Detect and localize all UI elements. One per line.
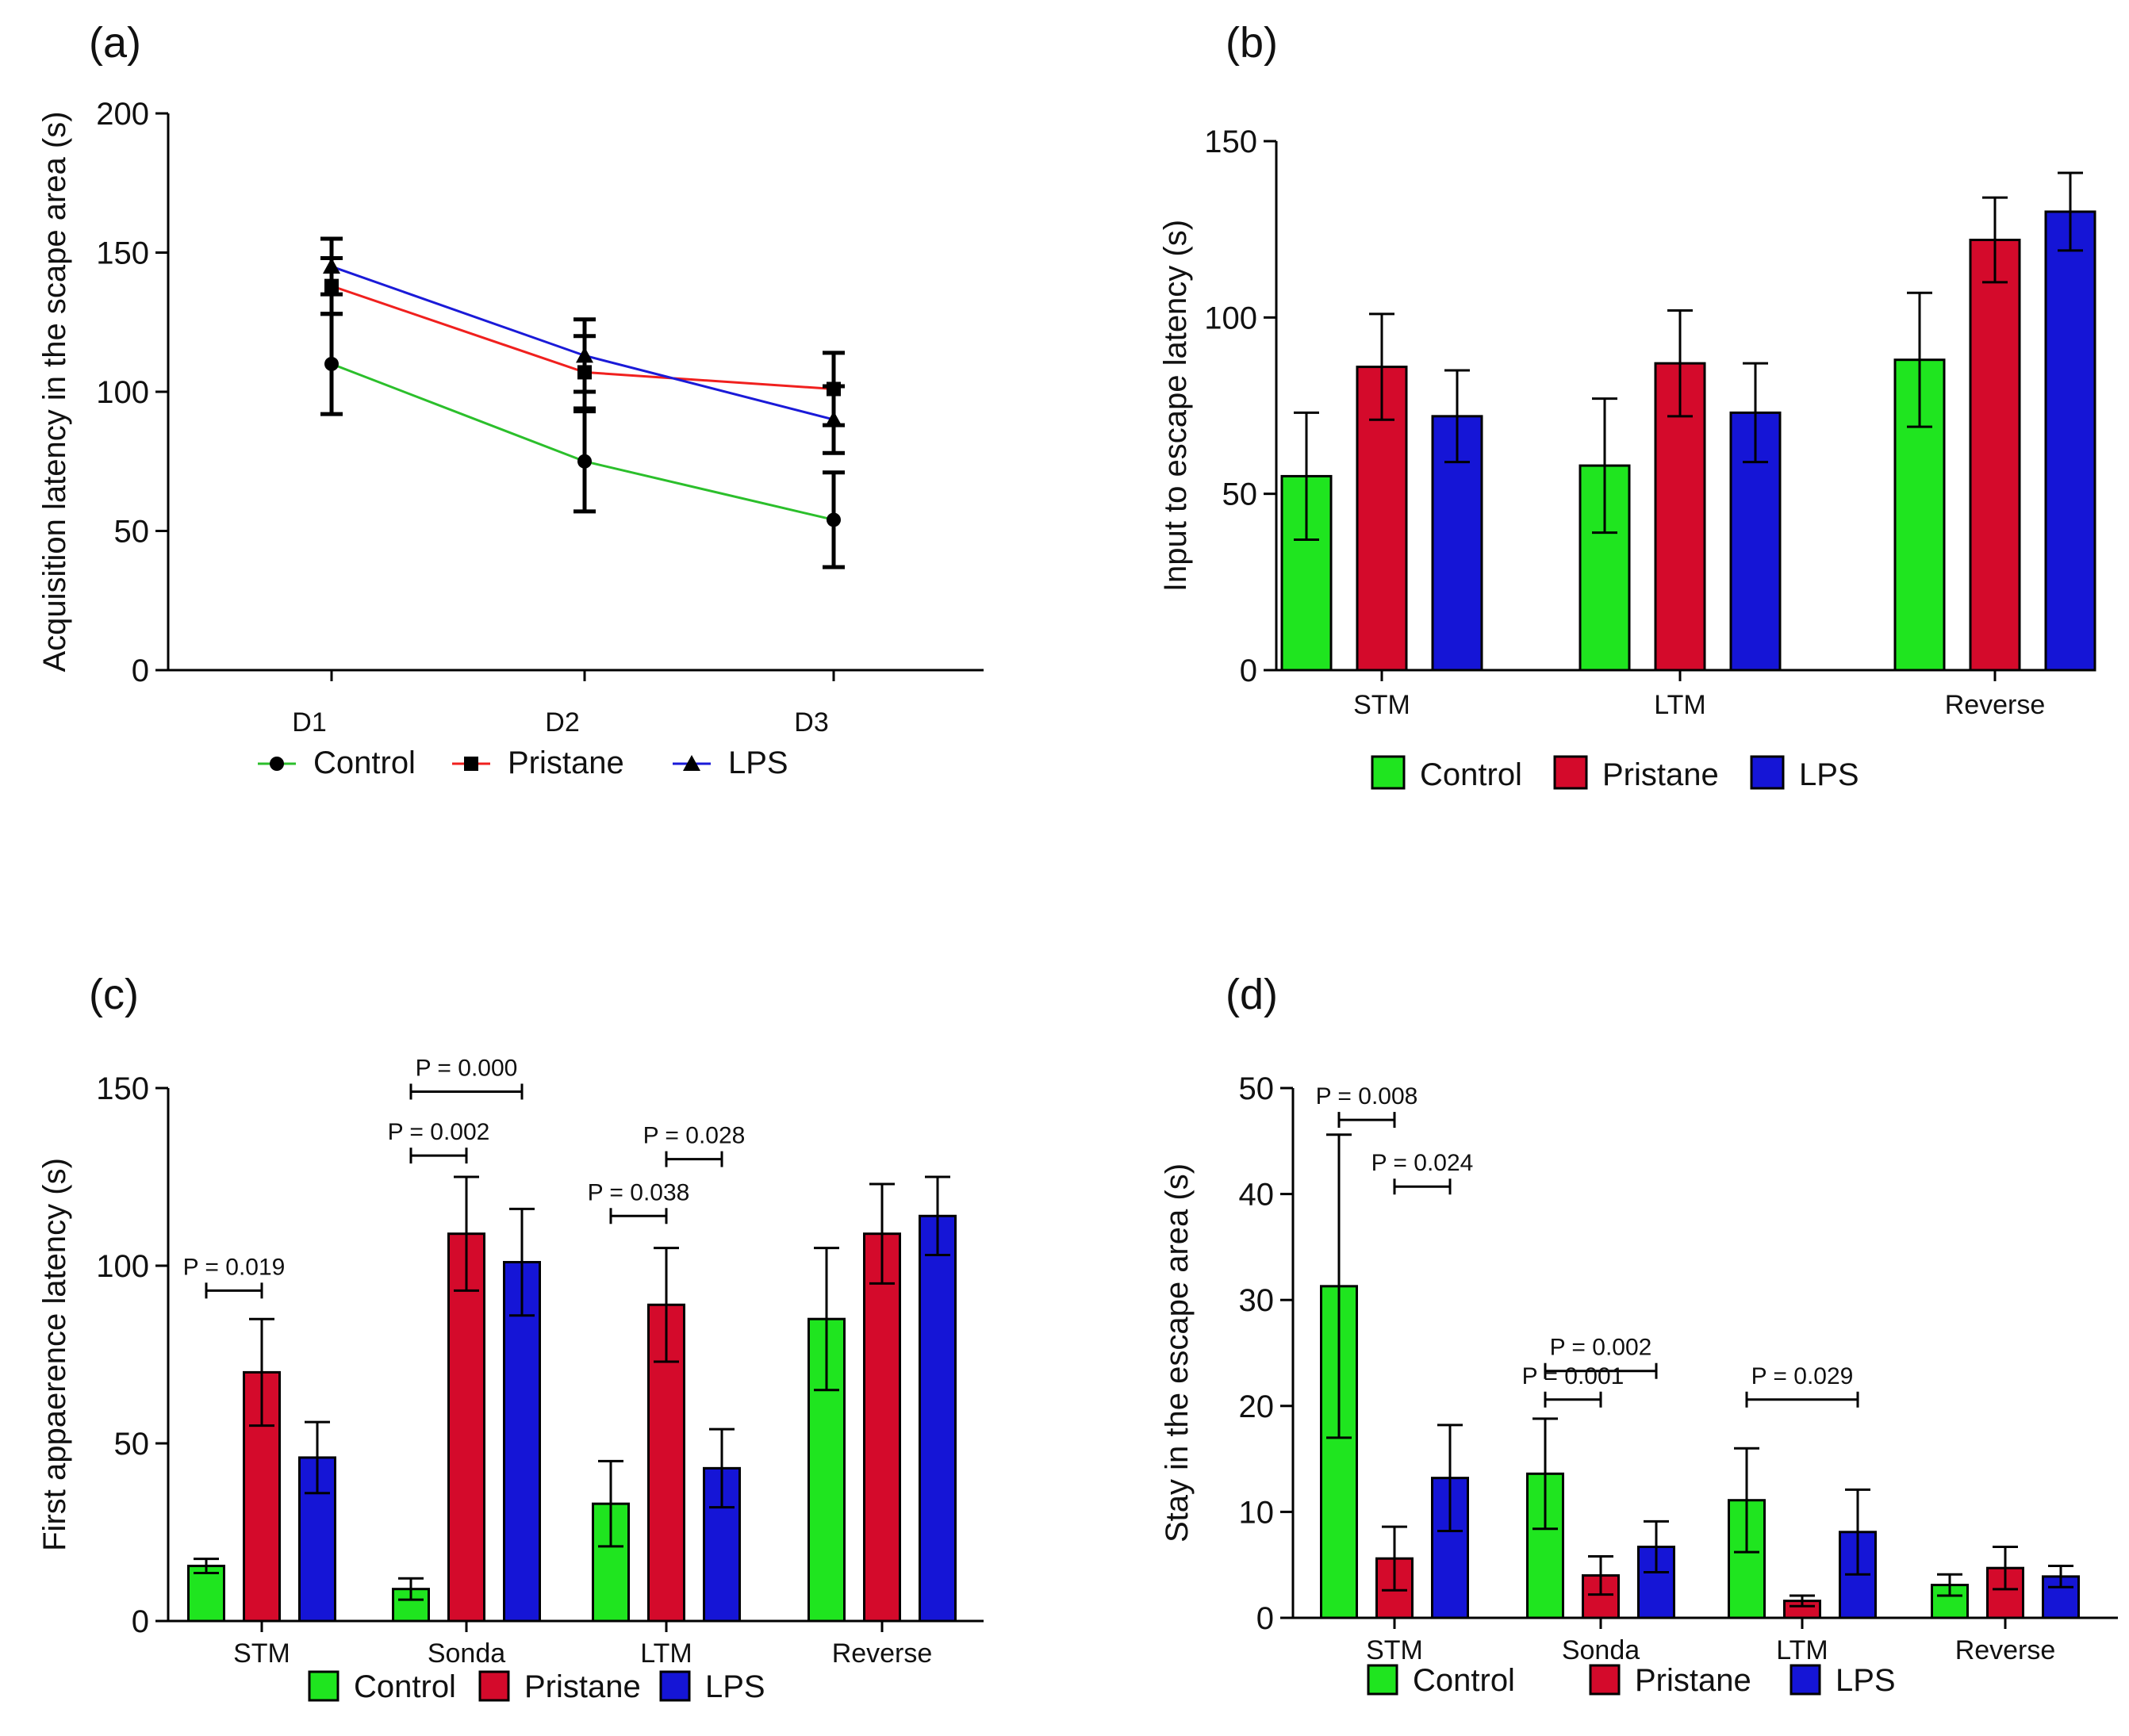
p-value-label: P = 0.002	[1550, 1335, 1652, 1361]
x-category-label: D3	[794, 707, 828, 738]
data-point-control	[324, 356, 339, 371]
chart-panel-a: (a) 0 50 100 150 200 Acquisition latency in th…	[37, 19, 984, 780]
legend-swatch-pristane	[1589, 1664, 1621, 1696]
x-category-label: Reverse	[1955, 1635, 2056, 1665]
y-tick-label: 50	[1222, 477, 1258, 512]
data-point-lps	[825, 411, 842, 427]
legend-swatch-lps	[1750, 755, 1785, 790]
legend-swatch-lps	[1790, 1664, 1821, 1696]
bar-lps-reverse	[2044, 210, 2096, 672]
p-value-label: P = 0.002	[388, 1119, 490, 1145]
panel-label: (d)	[1226, 971, 1278, 1018]
legend-marker	[464, 757, 478, 771]
y-tick-label: 10	[1239, 1495, 1275, 1530]
x-category-label: D1	[292, 707, 326, 738]
legend-swatch-pristane	[478, 1670, 510, 1702]
x-category-label: STM	[233, 1638, 290, 1669]
y-tick-label: 50	[114, 515, 150, 550]
p-value-label: P = 0.029	[1751, 1363, 1854, 1389]
p-value-label: P = 0.019	[183, 1254, 286, 1280]
y-axis-title: Stay in the escape area (s)	[1160, 1163, 1195, 1542]
x-category-label: STM	[1366, 1635, 1423, 1665]
y-axis-title: First appaerence latency (s)	[37, 1158, 72, 1551]
legend-label-lps: LPS	[728, 745, 788, 780]
chart-panel-c: (c) 0 50 100 150 First appaerence latency (s)…	[37, 971, 984, 1704]
y-tick-label: 150	[96, 236, 149, 271]
legend-swatch-control	[1367, 1664, 1398, 1696]
legend-label-pristane: Pristane	[508, 745, 624, 780]
legend-label-control: Control	[1413, 1663, 1515, 1698]
p-value-label: P = 0.028	[643, 1123, 746, 1149]
x-category-label: D2	[545, 707, 579, 738]
x-category-label: STM	[1353, 690, 1410, 720]
legend-swatch-control	[308, 1670, 339, 1702]
y-tick-label: 0	[1240, 653, 1257, 688]
p-value-label: P = 0.000	[416, 1055, 518, 1081]
y-tick-label: 50	[1239, 1071, 1275, 1106]
legend-label-control: Control	[354, 1669, 456, 1704]
p-value-label: P = 0.008	[1316, 1083, 1418, 1109]
bar-pristane-reverse	[863, 1232, 901, 1623]
legend-swatch-pristane	[1553, 755, 1588, 790]
x-category-label: Reverse	[1945, 690, 2046, 720]
legend-label-lps: LPS	[1836, 1663, 1896, 1698]
y-tick-label: 0	[1256, 1601, 1274, 1636]
bar-pristane-sonda	[447, 1232, 485, 1623]
bar-lps-reverse	[919, 1214, 957, 1623]
y-tick-label: 0	[132, 1604, 149, 1639]
x-category-label: LTM	[1654, 690, 1705, 720]
x-category-label: LTM	[1776, 1635, 1828, 1665]
legend-label-pristane: Pristane	[1635, 1663, 1751, 1698]
data-point-control	[827, 512, 841, 527]
y-tick-label: 150	[96, 1071, 149, 1106]
x-category-label: Reverse	[832, 1638, 933, 1669]
x-category-label: Sonda	[428, 1638, 505, 1669]
y-tick-label: 40	[1239, 1178, 1275, 1213]
y-tick-label: 200	[96, 97, 149, 132]
y-axis-title: Acquisition latency in the scape area (s…	[37, 111, 72, 672]
legend-label-lps: LPS	[705, 1669, 765, 1704]
y-tick-label: 100	[96, 1249, 149, 1284]
y-axis-title: Input to escape latency (s)	[1158, 220, 1193, 592]
y-tick-label: 30	[1239, 1283, 1275, 1318]
bar-pristane-reverse	[1969, 239, 2021, 672]
legend-swatch-control	[1371, 755, 1406, 790]
y-tick-label: 100	[1204, 301, 1257, 335]
panel-label: (b)	[1226, 19, 1278, 67]
legend-marker	[683, 755, 700, 771]
y-tick-label: 20	[1239, 1389, 1275, 1424]
x-category-label: LTM	[640, 1638, 692, 1669]
panel-label: (c)	[89, 971, 139, 1018]
x-category-label: Sonda	[1562, 1635, 1640, 1665]
legend-label-pristane: Pristane	[524, 1669, 641, 1704]
chart-panel-d: (d) 0 10 20 30 40 50 Stay in the escape area (s…	[1160, 971, 2118, 1698]
y-tick-label: 150	[1204, 125, 1257, 159]
legend-label-pristane: Pristane	[1602, 757, 1719, 792]
legend-label-control: Control	[1420, 757, 1522, 792]
data-point-lps	[323, 258, 340, 274]
legend-label-lps: LPS	[1799, 757, 1859, 792]
legend-swatch-lps	[659, 1670, 691, 1702]
chart-panel-b: (b) 0 50 100 150 Input to escape latency (s) S…	[1158, 19, 2096, 792]
legend-marker	[270, 757, 284, 771]
panel-label: (a)	[89, 19, 141, 67]
p-value-label: P = 0.024	[1371, 1150, 1474, 1176]
p-value-label: P = 0.038	[588, 1179, 690, 1205]
y-tick-label: 100	[96, 375, 149, 410]
y-tick-label: 0	[132, 653, 149, 688]
y-tick-label: 50	[114, 1427, 150, 1462]
p-value-label: P = 0.001	[1522, 1363, 1625, 1389]
data-point-control	[577, 454, 592, 469]
legend-label-control: Control	[313, 745, 416, 780]
data-point-lps	[576, 347, 593, 363]
